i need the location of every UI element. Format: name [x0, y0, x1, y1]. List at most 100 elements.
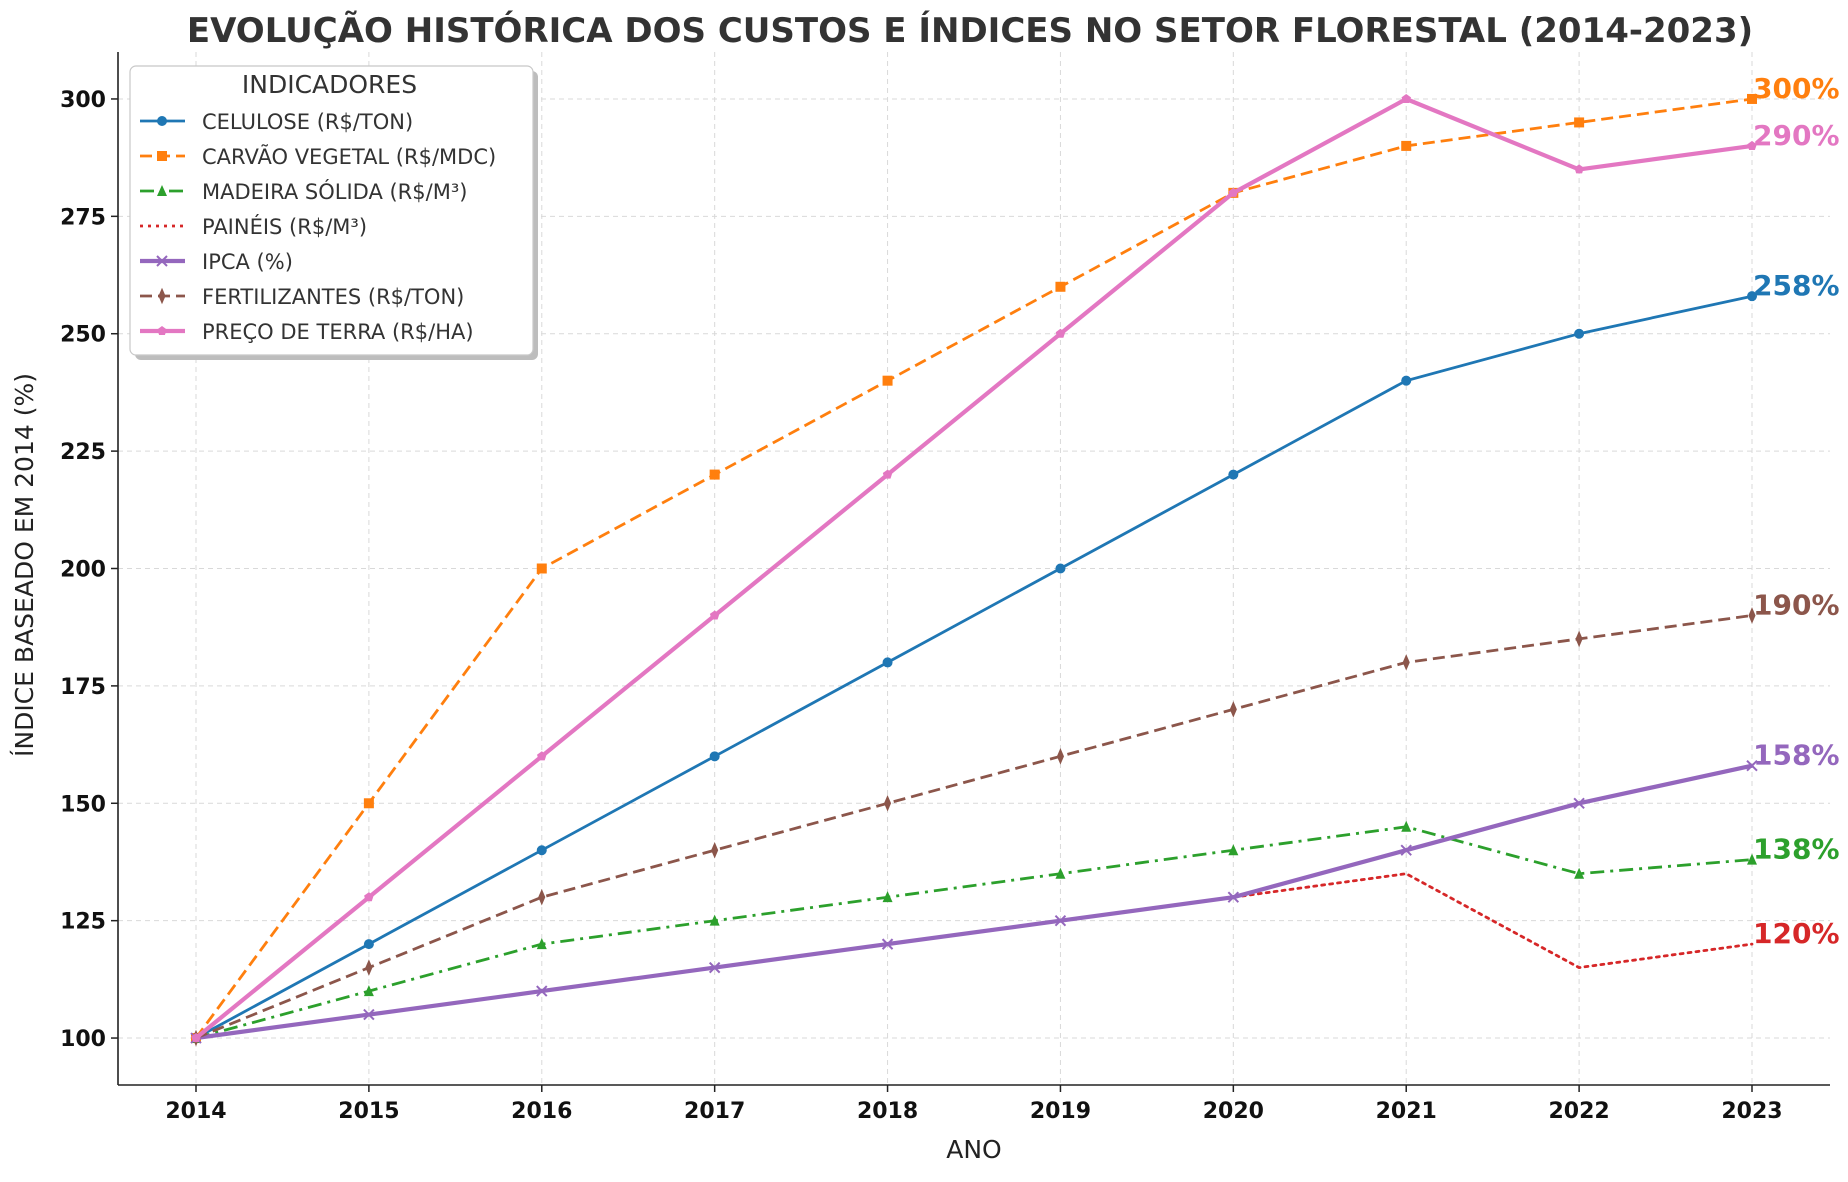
series-line — [195, 294, 1753, 1040]
x-tick-label: 2021 — [1376, 1099, 1437, 1124]
data-point — [1054, 914, 1067, 927]
data-point — [191, 1033, 201, 1043]
series-lines — [190, 93, 1758, 1047]
data-point — [1747, 93, 1757, 104]
data-point — [1748, 607, 1756, 624]
end-labels: 258% 300% 138% 120% 158% 190% 290% — [1753, 72, 1840, 950]
data-point — [709, 610, 720, 620]
data-point — [156, 255, 168, 267]
end-label: 300% — [1753, 72, 1840, 105]
series-5 — [192, 607, 1756, 1047]
data-point — [882, 469, 893, 479]
data-point — [1228, 844, 1239, 856]
series-line — [195, 825, 1753, 1040]
data-point — [709, 469, 720, 480]
data-point — [1402, 654, 1410, 671]
data-point — [1400, 844, 1412, 856]
x-tick-label: 2015 — [338, 1099, 399, 1124]
legend-label: CELULOSE (R$/TON) — [202, 110, 413, 134]
data-point — [1228, 469, 1239, 480]
data-point — [1746, 760, 1758, 772]
legend-label: IPCA (%) — [202, 250, 293, 274]
data-point — [1055, 281, 1066, 292]
end-label: 138% — [1753, 833, 1840, 866]
y-tick-label: 125 — [60, 910, 106, 935]
legend-title: INDICADORES — [242, 70, 417, 99]
end-label: 158% — [1753, 739, 1840, 772]
data-point — [363, 939, 374, 950]
legend: INDICADORES CELULOSE (R$/TON) CARVÃO VEGET… — [129, 65, 538, 360]
data-point — [365, 959, 373, 976]
data-point — [536, 938, 547, 950]
data-point — [158, 287, 166, 305]
y-tick-label: 100 — [60, 1027, 106, 1052]
data-point — [1401, 375, 1412, 386]
data-point — [882, 891, 893, 903]
data-point — [1575, 630, 1583, 648]
legend-label: MADEIRA SÓLIDA (R$/M³) — [202, 179, 467, 204]
data-point — [1573, 797, 1585, 809]
data-point — [1055, 867, 1066, 879]
y-tick-label: 200 — [60, 558, 106, 583]
legend-box — [129, 65, 534, 356]
data-point — [1055, 328, 1066, 338]
y-tick-label: 275 — [60, 205, 106, 230]
legend-item: CARVÃO VEGETAL (R$/MDC) — [140, 143, 496, 169]
series-line — [195, 763, 1753, 1041]
data-point — [157, 326, 167, 335]
legend-label: CARVÃO VEGETAL (R$/MDC) — [202, 143, 496, 169]
data-point — [881, 938, 894, 950]
series-3 — [194, 872, 1754, 1040]
x-tick-label: 2022 — [1548, 1099, 1609, 1124]
legend-item: PREÇO DE TERRA (R$/HA) — [140, 320, 474, 344]
data-point — [1574, 867, 1585, 879]
y-tick-label: 175 — [60, 675, 106, 700]
x-axis-label: ANO — [946, 1135, 1001, 1164]
data-point — [1228, 187, 1239, 197]
data-point — [1401, 820, 1412, 832]
data-point — [1401, 140, 1412, 151]
data-point — [1574, 328, 1585, 339]
x-tick-label: 2016 — [511, 1099, 572, 1124]
data-point — [536, 985, 548, 997]
legend-item: MADEIRA SÓLIDA (R$/M³) — [140, 179, 467, 204]
data-point — [1229, 701, 1237, 718]
legend-label: PAINÉIS (R$/M³) — [202, 214, 367, 239]
axes: 100 125 150 175 200 225 250 275 300 2014 2015 2016 2… — [60, 52, 1830, 1124]
legend-label: PREÇO DE TERRA (R$/HA) — [202, 320, 474, 344]
data-point — [537, 751, 547, 761]
end-label: 258% — [1753, 269, 1840, 302]
series-4 — [190, 760, 1758, 1044]
x-tick-label: 2017 — [684, 1099, 745, 1124]
data-point — [1227, 891, 1240, 903]
chart-title: EVOLUÇÃO HISTÓRICA DOS CUSTOS E ÍNDICES … — [187, 10, 1753, 51]
data-point — [1747, 291, 1757, 302]
data-point — [364, 892, 374, 902]
data-point — [538, 888, 546, 906]
data-point — [157, 185, 167, 196]
y-tick-label: 250 — [60, 323, 106, 348]
x-tick-label: 2014 — [165, 1099, 226, 1124]
data-point — [708, 961, 721, 974]
grid — [118, 52, 1830, 1085]
series-line — [194, 96, 1753, 1040]
y-tick-label: 300 — [60, 88, 106, 113]
data-point — [363, 985, 374, 997]
data-point — [536, 845, 547, 856]
data-point — [363, 1008, 375, 1021]
y-tick-label: 225 — [60, 440, 106, 465]
x-tick-label: 2018 — [857, 1099, 918, 1124]
series-line — [195, 614, 1753, 1040]
end-label: 120% — [1753, 917, 1840, 950]
data-point — [882, 657, 893, 668]
x-tick-label: 2020 — [1203, 1099, 1264, 1124]
legend-item: FERTILIZANTES (R$/TON) — [140, 285, 464, 309]
legend-label: FERTILIZANTES (R$/TON) — [202, 285, 464, 309]
data-point — [1056, 748, 1064, 765]
data-point — [157, 116, 167, 126]
series-6 — [191, 94, 1757, 1043]
data-point — [1747, 140, 1757, 150]
legend-item: IPCA (%) — [140, 250, 293, 274]
data-point — [711, 841, 719, 859]
